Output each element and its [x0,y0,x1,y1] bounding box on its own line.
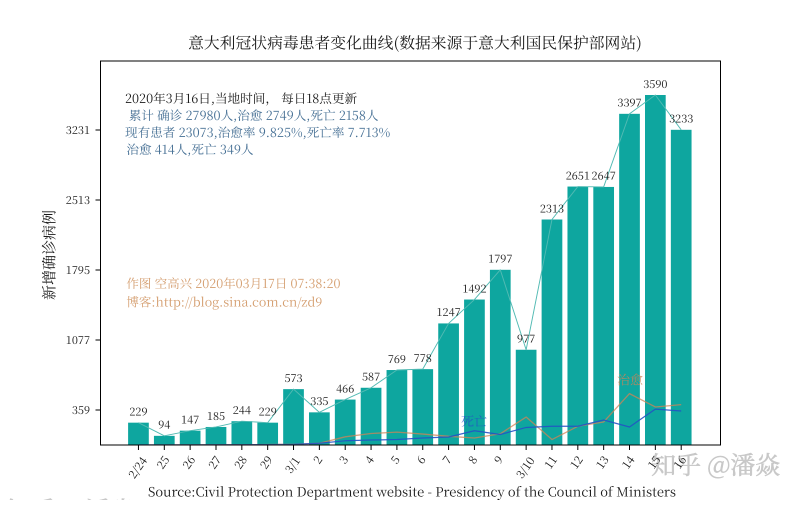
svg-text:1797: 1797 [488,251,512,267]
svg-text:现有患者 23073,治愈率 9.825%,死亡率 7.71: 现有患者 23073,治愈率 9.825%,死亡率 7.713% [125,122,391,141]
svg-text:3233: 3233 [669,111,693,127]
svg-text:229: 229 [259,403,277,419]
svg-text:3397: 3397 [617,95,641,111]
svg-text:新增确诊病例: 新增确诊病例 [39,210,60,300]
svg-text:244: 244 [233,402,251,418]
svg-text:3231: 3231 [66,122,90,138]
svg-text:博客:http://blog.sina.com.cn/zd9: 博客:http://blog.sina.com.cn/zd9 [126,293,322,311]
svg-text:3/1: 3/1 [281,454,304,477]
svg-text:2313: 2313 [540,200,564,216]
svg-text:2020年3月16日,当地时间， 每日18点更新: 2020年3月16日,当地时间， 每日18点更新 [125,88,357,107]
svg-text:229: 229 [129,403,147,419]
svg-text:359: 359 [72,402,90,418]
svg-text:治愈 414人,死亡 349人: 治愈 414人,死亡 349人 [126,139,254,158]
svg-text:587: 587 [362,369,380,385]
svg-text:573: 573 [284,370,302,386]
svg-text:778: 778 [414,350,432,366]
svg-text:94: 94 [158,417,170,433]
svg-text:2513: 2513 [66,192,90,208]
svg-text:死亡: 死亡 [461,411,487,430]
svg-text:335: 335 [310,393,328,409]
svg-text:147: 147 [181,411,199,427]
svg-text:1795: 1795 [66,262,90,278]
svg-text:185: 185 [207,408,225,424]
svg-text:1492: 1492 [462,280,486,296]
svg-text:作图 空高兴 2020年03月17日 07:38:20: 作图 空高兴 2020年03月17日 07:38:20 [126,274,340,292]
svg-text:治愈: 治愈 [617,370,643,389]
svg-text:977: 977 [517,331,535,347]
svg-text:意大利冠状病毒患者变化曲线(数据来源于意大利国民保护部网站): 意大利冠状病毒患者变化曲线(数据来源于意大利国民保护部网站) [188,31,642,54]
svg-text:466: 466 [336,380,354,396]
svg-text:知乎 @潘焱: 知乎 @潘焱 [651,446,780,482]
svg-text:知乎 @潘焱: 知乎 @潘焱 [6,492,135,501]
svg-text:1247: 1247 [436,304,460,320]
svg-text:2647: 2647 [592,168,616,184]
svg-text:1077: 1077 [66,332,90,348]
svg-text:769: 769 [388,351,406,367]
svg-text:累计 确诊 27980人,治愈 2749人,死亡 2158人: 累计 确诊 27980人,治愈 2749人,死亡 2158人 [129,105,379,124]
svg-text:Source:Civil Protection Depart: Source:Civil Protection Department websi… [148,481,676,500]
svg-text:3590: 3590 [643,76,667,92]
svg-text:2651: 2651 [566,167,590,183]
